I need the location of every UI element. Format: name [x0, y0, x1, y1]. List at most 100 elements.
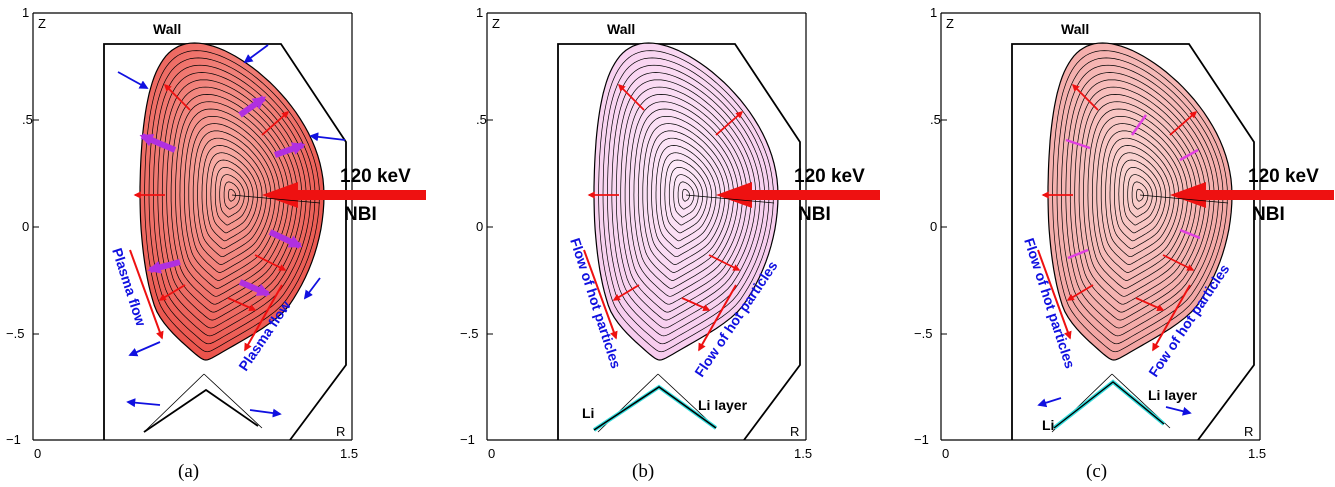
- plasma-boundary: [139, 42, 325, 361]
- flux-surface: [633, 108, 739, 289]
- y-tick-label: −1: [460, 432, 475, 447]
- flux-surface: [660, 152, 712, 242]
- red-flux-arrow: [261, 111, 290, 136]
- flux-surface: [175, 101, 289, 297]
- flux-surface: [219, 174, 245, 218]
- red-flux-arrow: [1071, 83, 1099, 111]
- flux-surface: [682, 188, 690, 202]
- flux-surface: [677, 181, 695, 210]
- flux-surface: [223, 181, 241, 210]
- red-flux-arrow: [1066, 284, 1094, 301]
- plasma-boundary: [1047, 42, 1233, 361]
- wall-label: Wall: [1061, 21, 1089, 37]
- flux-surface: [183, 115, 281, 281]
- flux-surface: [188, 123, 276, 273]
- blue-flow-arrow: [309, 132, 346, 142]
- y-tick-label: .5: [930, 112, 941, 127]
- blue-flow-arrow: [303, 277, 321, 300]
- x-tick-label: 1.5: [340, 446, 358, 461]
- flux-surface: [201, 145, 263, 250]
- red-flux-arrow: [708, 254, 741, 271]
- nbi-beam-arrow: [1170, 182, 1334, 208]
- flux-surface: [1118, 159, 1162, 234]
- beam-energy-label: 120 keV: [1248, 166, 1319, 187]
- flux-surface: [1061, 64, 1219, 337]
- divertor-plate: [143, 388, 259, 433]
- panel-caption: (a): [178, 461, 199, 482]
- red-flux-arrow: [227, 297, 257, 311]
- flux-surface: [1109, 145, 1171, 250]
- red-flux-arrow: [1135, 297, 1165, 311]
- blue-flow-arrow: [126, 398, 161, 408]
- flux-surface: [1122, 166, 1158, 226]
- flux-surface: [655, 145, 717, 250]
- blue-flow-arrow: [249, 408, 282, 418]
- flux-surface: [1114, 152, 1166, 242]
- y-tick-label: 0: [930, 219, 937, 234]
- red-flux-arrow: [612, 284, 640, 301]
- magenta-flow-arrow: [273, 142, 306, 158]
- blue-flow-arrow: [1037, 397, 1062, 408]
- nbi-label: NBI: [798, 204, 831, 225]
- flux-surface: [615, 79, 757, 321]
- divertor-plate: [1053, 381, 1165, 429]
- flux-surface: [214, 166, 250, 226]
- flux-surface: [157, 72, 307, 329]
- flux-surface: [206, 152, 258, 242]
- flux-surface: [1074, 86, 1206, 313]
- flux-surface: [228, 188, 236, 202]
- right-flow-arrow: [698, 284, 737, 352]
- y-tick-label: .5: [22, 112, 33, 127]
- red-flux-arrow: [254, 254, 287, 271]
- left-flow-arrow: [583, 249, 618, 340]
- flux-surface: [1105, 137, 1175, 258]
- y-tick-label: −1: [6, 432, 21, 447]
- wall-outline: [557, 43, 801, 441]
- flux-surface: [210, 159, 254, 234]
- x-tick-label: 1.5: [794, 446, 812, 461]
- magenta-flow-arrow: [238, 95, 267, 118]
- red-flux-arrow: [158, 284, 186, 301]
- magenta-flow-arrow: [1065, 138, 1091, 150]
- y-axis-label: Z: [38, 16, 46, 31]
- beam-energy-label: 120 keV: [340, 166, 411, 187]
- flux-surface: [646, 130, 726, 265]
- magenta-flow-arrow: [238, 279, 271, 297]
- flux-surface: [637, 115, 735, 281]
- magenta-flow-arrow: [1179, 228, 1201, 240]
- y-tick-label: 0: [22, 219, 29, 234]
- y-axis-label: Z: [492, 16, 500, 31]
- right-flow-arrow: [1152, 284, 1191, 352]
- flux-surface: [170, 94, 294, 305]
- y-axis-label: Z: [946, 16, 954, 31]
- panel-caption: (b): [632, 461, 654, 482]
- blue-flow-arrow: [128, 341, 161, 357]
- y-tick-label: 0: [476, 219, 483, 234]
- nbi-beam-arrow: [716, 182, 880, 208]
- flux-surface: [1131, 181, 1149, 210]
- red-flux-arrow: [1162, 254, 1195, 271]
- blue-flow-arrow: [243, 44, 269, 64]
- wall-label: Wall: [607, 21, 635, 37]
- flux-surface: [148, 57, 316, 345]
- x-tick-label: 0: [488, 446, 495, 461]
- flux-surface: [197, 137, 267, 258]
- flux-surface: [179, 108, 285, 289]
- flux-surface: [624, 94, 748, 305]
- y-tick-label: −1: [914, 432, 929, 447]
- flux-surface: [192, 130, 272, 265]
- x-axis-label: R: [790, 424, 799, 439]
- flux-surface: [673, 174, 699, 218]
- li-layer-label: Li layer: [698, 397, 748, 413]
- magenta-flow-arrow: [268, 229, 303, 249]
- li-label: Li: [582, 405, 594, 421]
- x-axis-label: R: [1244, 424, 1253, 439]
- wall-label: Wall: [153, 21, 181, 37]
- flux-surface: [1052, 50, 1228, 353]
- flux-surface: [161, 79, 303, 321]
- nbi-label: NBI: [1252, 204, 1285, 225]
- flux-surface: [602, 57, 770, 345]
